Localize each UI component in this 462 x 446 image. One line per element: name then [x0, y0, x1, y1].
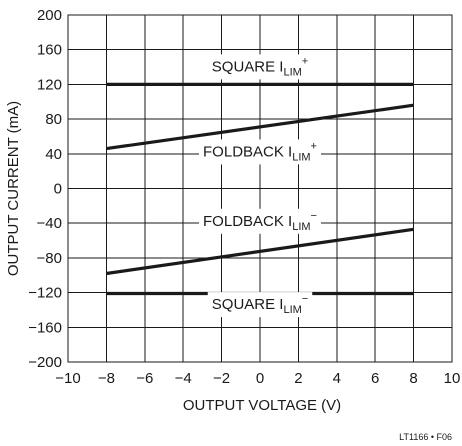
series-superscript: −	[311, 210, 317, 222]
series-superscript: −	[302, 293, 308, 305]
y-tick-label: 0	[54, 181, 62, 198]
label-background	[207, 292, 313, 318]
x-tick-label: 2	[294, 370, 302, 387]
y-tick-label: −120	[28, 285, 62, 302]
x-tick-label: −6	[136, 370, 153, 387]
series-label-3: FOLDBACK ILIM−	[199, 208, 321, 234]
y-tick-label: −160	[28, 319, 62, 336]
x-tick-label: −8	[98, 370, 115, 387]
x-axis-title: OUTPUT VOLTAGE (V)	[183, 397, 341, 414]
series-subscript: LIM	[283, 304, 301, 316]
x-tick-label: 0	[256, 370, 264, 387]
x-tick-label: −2	[213, 370, 230, 387]
x-tick-label: 8	[409, 370, 417, 387]
series-superscript: +	[311, 140, 317, 152]
y-tick-label: 200	[37, 7, 62, 24]
series-name: SQUARE I	[212, 58, 284, 75]
y-tick-label: −80	[37, 250, 62, 267]
series-label-text: SQUARE ILIM−	[212, 293, 308, 316]
x-tick-label: 6	[371, 370, 379, 387]
label-background	[199, 208, 321, 234]
y-tick-labels: 200 160 120 80 40 0 −40 −80 −120 −160 −200	[28, 7, 62, 371]
series-label-2: FOLDBACK ILIM+	[199, 139, 321, 165]
series-label-1: SQUARE ILIM+	[207, 54, 313, 80]
y-tick-label: 160	[37, 42, 62, 59]
series-labels: SQUARE ILIM+FOLDBACK ILIM+FOLDBACK ILIM−…	[199, 54, 321, 318]
y-tick-label: −200	[28, 354, 62, 371]
x-tick-label: 4	[333, 370, 341, 387]
y-tick-label: 80	[45, 111, 62, 128]
series-subscript: LIM	[292, 151, 310, 163]
y-axis-title: OUTPUT CURRENT (mA)	[5, 101, 22, 276]
series-superscript: +	[302, 55, 308, 67]
x-tick-label: −4	[175, 370, 192, 387]
series-name: FOLDBACK I	[203, 143, 292, 160]
series-line-2	[106, 103, 414, 151]
y-tick-label: 40	[45, 146, 62, 163]
series-name: SQUARE I	[212, 296, 284, 313]
series-label-text: FOLDBACK ILIM+	[203, 140, 317, 163]
figure-id: LT1166 • F06	[399, 432, 452, 442]
y-tick-label: −40	[37, 215, 62, 232]
x-tick-label: 10	[444, 370, 461, 387]
series-line-3	[106, 227, 414, 276]
series-name: FOLDBACK I	[203, 213, 292, 230]
series-label-text: FOLDBACK ILIM−	[203, 210, 317, 233]
y-tick-label: 120	[37, 76, 62, 93]
series-subscript: LIM	[292, 221, 310, 233]
label-background	[199, 139, 321, 165]
plot-frame	[67, 14, 453, 363]
series-subscript: LIM	[283, 66, 301, 78]
series-label-4: SQUARE ILIM−	[207, 292, 313, 318]
label-background	[207, 54, 313, 80]
series-label-text: SQUARE ILIM+	[212, 55, 308, 78]
x-tick-label: −10	[55, 370, 80, 387]
x-tick-labels: −10 −8 −6 −4 −2 0 2 4 6 8 10	[55, 370, 460, 387]
